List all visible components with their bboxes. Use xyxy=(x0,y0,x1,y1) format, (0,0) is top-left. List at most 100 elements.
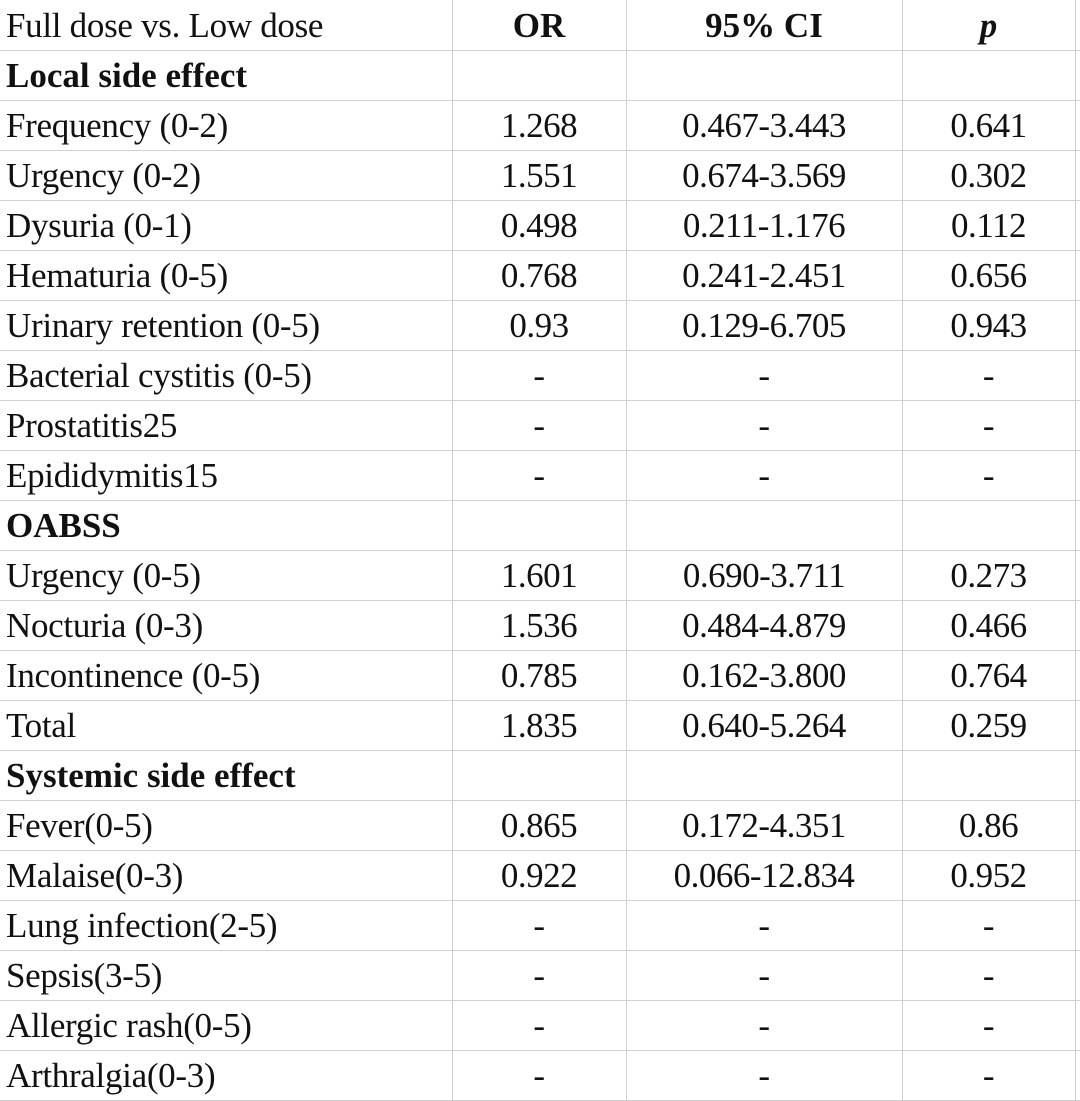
p-value-cell[interactable]: 0.943 xyxy=(902,300,1076,351)
or-value-cell[interactable]: 0.93 xyxy=(452,300,627,351)
or-value-cell[interactable]: 0.768 xyxy=(452,250,627,301)
condition-label-cell[interactable]: Urgency (0-5) xyxy=(0,550,453,601)
section-label-cell[interactable]: Local side effect xyxy=(0,50,453,101)
extra-cell[interactable] xyxy=(1075,1000,1080,1051)
condition-label-cell[interactable]: Total xyxy=(0,700,453,751)
or-value-cell[interactable]: - xyxy=(452,900,627,951)
p-value-cell[interactable]: - xyxy=(902,400,1076,451)
or-value-cell[interactable]: - xyxy=(452,450,627,501)
p-value-cell[interactable]: 0.641 xyxy=(902,100,1076,151)
or-value-cell[interactable]: 0.498 xyxy=(452,200,627,251)
or-value-cell[interactable]: 1.268 xyxy=(452,100,627,151)
extra-cell[interactable] xyxy=(1075,450,1080,501)
ci-value-cell[interactable]: 0.129-6.705 xyxy=(626,300,903,351)
header-label-cell[interactable]: Full dose vs. Low dose xyxy=(0,0,453,51)
extra-cell[interactable] xyxy=(1075,0,1080,51)
p-value-cell[interactable]: - xyxy=(902,950,1076,1001)
extra-cell[interactable] xyxy=(1075,350,1080,401)
condition-label-cell[interactable]: Urinary retention (0-5) xyxy=(0,300,453,351)
condition-label-cell[interactable]: Lung infection(2-5) xyxy=(0,900,453,951)
p-value-cell[interactable]: 0.273 xyxy=(902,550,1076,601)
condition-label-cell[interactable]: Nocturia (0-3) xyxy=(0,600,453,651)
ci-value-cell[interactable]: 0.172-4.351 xyxy=(626,800,903,851)
condition-label-cell[interactable]: Dysuria (0-1) xyxy=(0,200,453,251)
condition-label-cell[interactable]: Bacterial cystitis (0-5) xyxy=(0,350,453,401)
ci-value-cell[interactable]: - xyxy=(626,1000,903,1051)
ci-value-cell[interactable]: 0.066-12.834 xyxy=(626,850,903,901)
condition-label-cell[interactable]: Sepsis(3-5) xyxy=(0,950,453,1001)
ci-value-cell[interactable]: - xyxy=(626,900,903,951)
condition-label-cell[interactable]: Fever(0-5) xyxy=(0,800,453,851)
p-value-cell[interactable]: 0.112 xyxy=(902,200,1076,251)
p-value-cell[interactable]: 0.952 xyxy=(902,850,1076,901)
extra-cell[interactable] xyxy=(1075,100,1080,151)
ci-value-cell[interactable]: - xyxy=(626,950,903,1001)
extra-cell[interactable] xyxy=(1075,600,1080,651)
extra-cell[interactable] xyxy=(1075,850,1080,901)
extra-cell[interactable] xyxy=(1075,200,1080,251)
extra-cell[interactable] xyxy=(1075,650,1080,701)
p-value-cell[interactable]: 0.764 xyxy=(902,650,1076,701)
ci-value-cell[interactable]: - xyxy=(626,350,903,401)
p-value-cell[interactable]: - xyxy=(902,1050,1076,1101)
ci-value-cell[interactable]: 0.640-5.264 xyxy=(626,700,903,751)
ci-value-cell[interactable]: 0.162-3.800 xyxy=(626,650,903,701)
condition-label-cell[interactable]: Malaise(0-3) xyxy=(0,850,453,901)
extra-cell[interactable] xyxy=(1075,700,1080,751)
section-label-cell[interactable]: Systemic side effect xyxy=(0,750,453,801)
p-value-cell[interactable]: 0.656 xyxy=(902,250,1076,301)
extra-cell[interactable] xyxy=(1075,800,1080,851)
p-value-cell[interactable]: 0.466 xyxy=(902,600,1076,651)
or-value-cell[interactable]: 1.551 xyxy=(452,150,627,201)
ci-value-cell[interactable]: 0.467-3.443 xyxy=(626,100,903,151)
extra-cell[interactable] xyxy=(1075,300,1080,351)
or-value-cell[interactable]: 0.922 xyxy=(452,850,627,901)
or-value-cell[interactable]: 1.601 xyxy=(452,550,627,601)
empty-cell[interactable] xyxy=(902,500,1076,551)
empty-cell[interactable] xyxy=(626,50,903,101)
condition-label-cell[interactable]: Frequency (0-2) xyxy=(0,100,453,151)
header-ci-cell[interactable]: 95% CI xyxy=(626,0,903,51)
extra-cell[interactable] xyxy=(1075,550,1080,601)
empty-cell[interactable] xyxy=(452,50,627,101)
ci-value-cell[interactable]: 0.484-4.879 xyxy=(626,600,903,651)
ci-value-cell[interactable]: - xyxy=(626,1050,903,1101)
extra-cell[interactable] xyxy=(1075,950,1080,1001)
condition-label-cell[interactable]: Arthralgia(0-3) xyxy=(0,1050,453,1101)
condition-label-cell[interactable]: Epididymitis15 xyxy=(0,450,453,501)
p-value-cell[interactable]: - xyxy=(902,1000,1076,1051)
ci-value-cell[interactable]: - xyxy=(626,450,903,501)
p-value-cell[interactable]: 0.259 xyxy=(902,700,1076,751)
p-value-cell[interactable]: - xyxy=(902,900,1076,951)
or-value-cell[interactable]: - xyxy=(452,1000,627,1051)
or-value-cell[interactable]: - xyxy=(452,1050,627,1101)
ci-value-cell[interactable]: - xyxy=(626,400,903,451)
or-value-cell[interactable]: 0.785 xyxy=(452,650,627,701)
extra-cell[interactable] xyxy=(1075,900,1080,951)
empty-cell[interactable] xyxy=(452,750,627,801)
empty-cell[interactable] xyxy=(902,750,1076,801)
header-p-cell[interactable]: p xyxy=(902,0,1076,51)
condition-label-cell[interactable]: Incontinence (0-5) xyxy=(0,650,453,701)
header-or-cell[interactable]: OR xyxy=(452,0,627,51)
extra-cell[interactable] xyxy=(1075,50,1080,101)
condition-label-cell[interactable]: Hematuria (0-5) xyxy=(0,250,453,301)
condition-label-cell[interactable]: Allergic rash(0-5) xyxy=(0,1000,453,1051)
ci-value-cell[interactable]: 0.690-3.711 xyxy=(626,550,903,601)
empty-cell[interactable] xyxy=(902,50,1076,101)
ci-value-cell[interactable]: 0.241-2.451 xyxy=(626,250,903,301)
extra-cell[interactable] xyxy=(1075,500,1080,551)
p-value-cell[interactable]: - xyxy=(902,450,1076,501)
or-value-cell[interactable]: 0.865 xyxy=(452,800,627,851)
extra-cell[interactable] xyxy=(1075,250,1080,301)
condition-label-cell[interactable]: Prostatitis25 xyxy=(0,400,453,451)
ci-value-cell[interactable]: 0.674-3.569 xyxy=(626,150,903,201)
extra-cell[interactable] xyxy=(1075,750,1080,801)
or-value-cell[interactable]: 1.835 xyxy=(452,700,627,751)
p-value-cell[interactable]: - xyxy=(902,350,1076,401)
p-value-cell[interactable]: 0.302 xyxy=(902,150,1076,201)
or-value-cell[interactable]: - xyxy=(452,350,627,401)
condition-label-cell[interactable]: Urgency (0-2) xyxy=(0,150,453,201)
or-value-cell[interactable]: - xyxy=(452,950,627,1001)
ci-value-cell[interactable]: 0.211-1.176 xyxy=(626,200,903,251)
